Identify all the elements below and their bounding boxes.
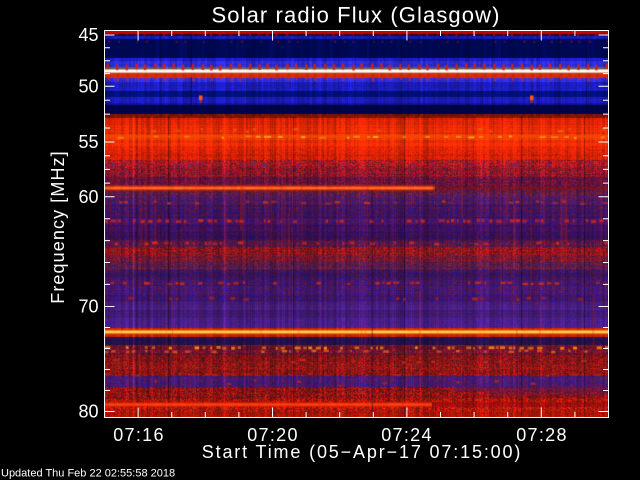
svg-text:Solar radio Flux (Glasgow): Solar radio Flux (Glasgow) bbox=[211, 3, 500, 28]
svg-text:07:28: 07:28 bbox=[516, 425, 568, 445]
svg-text:60: 60 bbox=[78, 187, 98, 207]
svg-text:80: 80 bbox=[78, 402, 98, 422]
svg-text:Updated Thu Feb 22 02:55:58 20: Updated Thu Feb 22 02:55:58 2018 bbox=[1, 468, 175, 480]
svg-text:50: 50 bbox=[78, 76, 98, 96]
svg-text:Frequency [MHz]: Frequency [MHz] bbox=[48, 150, 68, 304]
svg-text:45: 45 bbox=[78, 25, 98, 45]
svg-text:70: 70 bbox=[78, 297, 98, 317]
svg-text:07:16: 07:16 bbox=[113, 425, 165, 445]
svg-text:07:24: 07:24 bbox=[381, 425, 433, 445]
svg-text:07:20: 07:20 bbox=[247, 425, 299, 445]
svg-text:Start Time (05−Apr−17 07:15:00: Start Time (05−Apr−17 07:15:00) bbox=[202, 442, 523, 462]
svg-text:55: 55 bbox=[78, 132, 98, 152]
